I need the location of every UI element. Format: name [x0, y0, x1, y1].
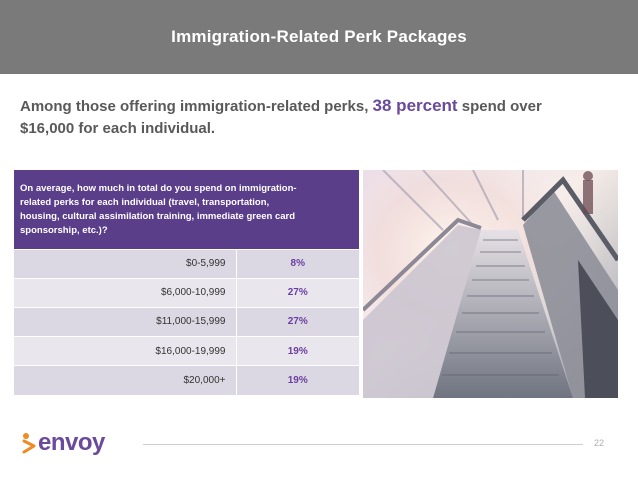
footer-divider [143, 444, 583, 445]
headline: Among those offering immigration-related… [20, 95, 600, 140]
page-number: 22 [594, 438, 605, 448]
table-row: $16,000-19,999 19% [14, 336, 359, 366]
table-row: $20,000+ 19% [14, 365, 359, 395]
percent-cell: 19% [236, 365, 359, 395]
envoy-logo: envoy [22, 428, 105, 458]
logo-text: envoy [38, 429, 105, 456]
slide-title: Immigration-Related Perk Packages [171, 27, 467, 46]
survey-table: On average, how much in total do you spe… [14, 170, 359, 395]
escalator-photo [363, 170, 618, 398]
percent-cell: 27% [236, 306, 359, 337]
table-row: $0-5,999 8% [14, 248, 359, 279]
percent-cell: 27% [236, 277, 359, 308]
survey-question: On average, how much in total do you spe… [14, 170, 359, 249]
percent-cell: 8% [236, 248, 359, 279]
table-row: $6,000-10,999 27% [14, 277, 359, 308]
table-row: $11,000-15,999 27% [14, 306, 359, 337]
range-cell: $6,000-10,999 [14, 277, 237, 308]
title-bar: Immigration-Related Perk Packages [0, 0, 638, 74]
headline-highlight: 38 percent [372, 96, 458, 115]
percent-cell: 19% [236, 336, 359, 366]
range-cell: $11,000-15,999 [14, 306, 237, 337]
envoy-logo-icon [22, 433, 36, 454]
range-cell: $20,000+ [14, 365, 237, 395]
headline-lead: Among those offering immigration-related… [20, 98, 373, 115]
range-cell: $0-5,999 [14, 248, 237, 279]
range-cell: $16,000-19,999 [14, 336, 237, 366]
headline-tail: spend over $16,000 for each individual. [20, 98, 542, 137]
